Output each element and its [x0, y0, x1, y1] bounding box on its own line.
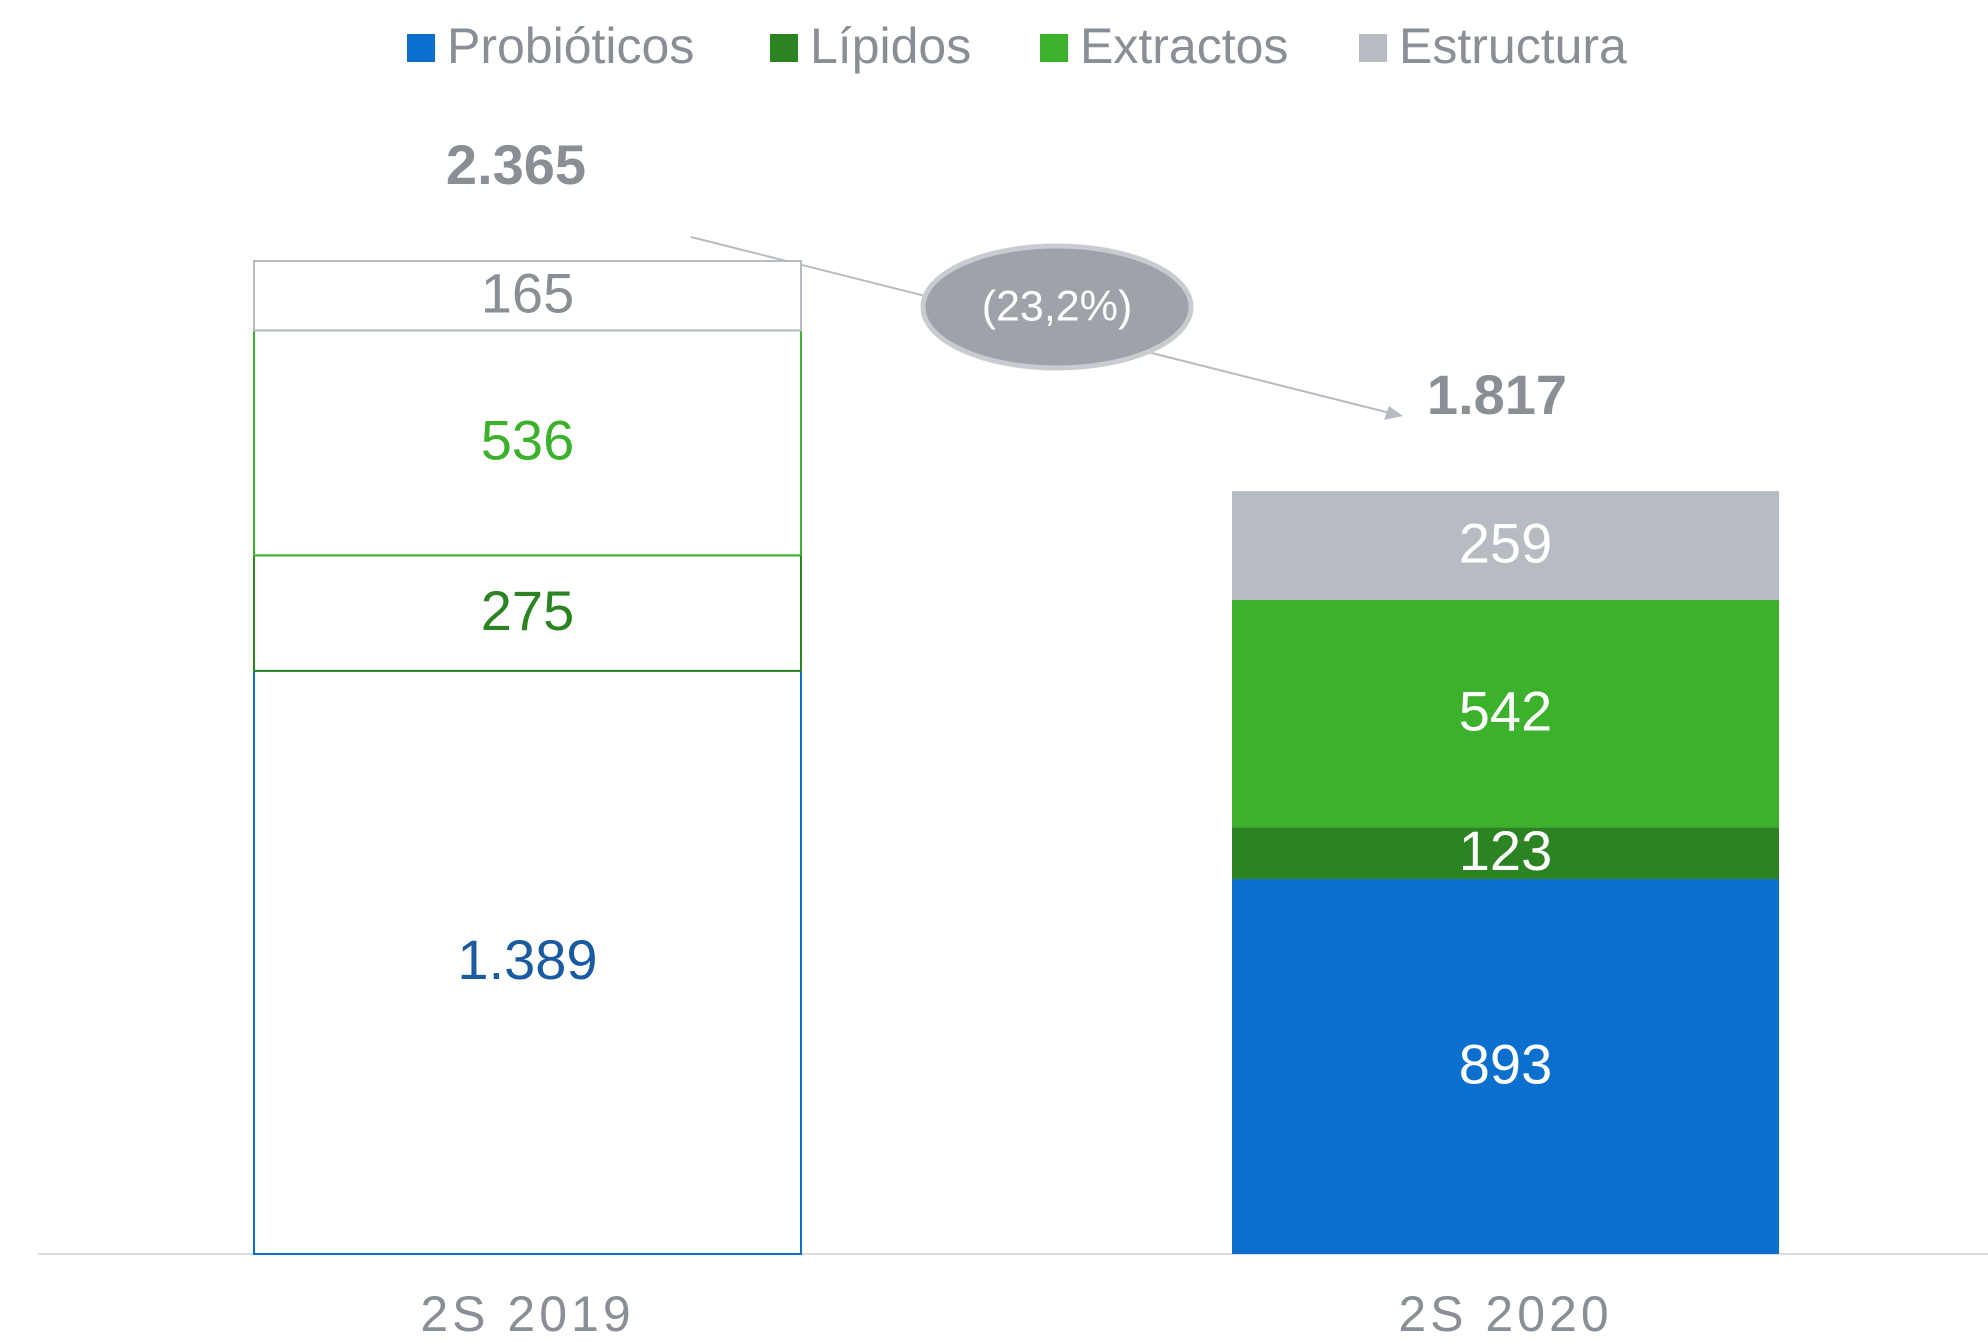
arrow-head	[1384, 406, 1403, 420]
value-label: 1.389	[457, 928, 597, 991]
legend-swatch	[407, 34, 435, 62]
x-tick-label: 2S 2019	[420, 1286, 634, 1342]
bar-segment	[1232, 827, 1779, 880]
value-label: 893	[1459, 1032, 1552, 1095]
legend-label: Extractos	[1080, 18, 1288, 74]
annotation: (23,2%)	[982, 282, 1133, 330]
value-label: 123	[1459, 819, 1552, 882]
bar-segment	[253, 260, 802, 332]
legend-label: Lípidos	[810, 18, 971, 74]
value-label: 275	[481, 579, 574, 642]
bar-segment	[253, 554, 802, 672]
value-label: 542	[1459, 679, 1552, 742]
total-label: 2.365	[446, 133, 586, 196]
bar-segment	[253, 669, 802, 1255]
value-label: 536	[481, 409, 574, 472]
x-tick-label: 2S 2020	[1398, 1286, 1612, 1342]
value-label: 259	[1459, 511, 1552, 574]
value-label: 165	[481, 261, 574, 324]
total-label: 1.817	[1427, 363, 1567, 426]
legend-swatch	[770, 34, 798, 62]
legend-label: Probióticos	[447, 18, 694, 74]
bar-segment	[1232, 879, 1779, 1254]
bar-segment	[1232, 491, 1779, 600]
bar-segment	[1232, 599, 1779, 828]
change-bubble	[920, 243, 1194, 371]
legend-swatch	[1359, 34, 1387, 62]
legend-swatch	[1040, 34, 1068, 62]
legend-label: Estructura	[1399, 18, 1627, 74]
